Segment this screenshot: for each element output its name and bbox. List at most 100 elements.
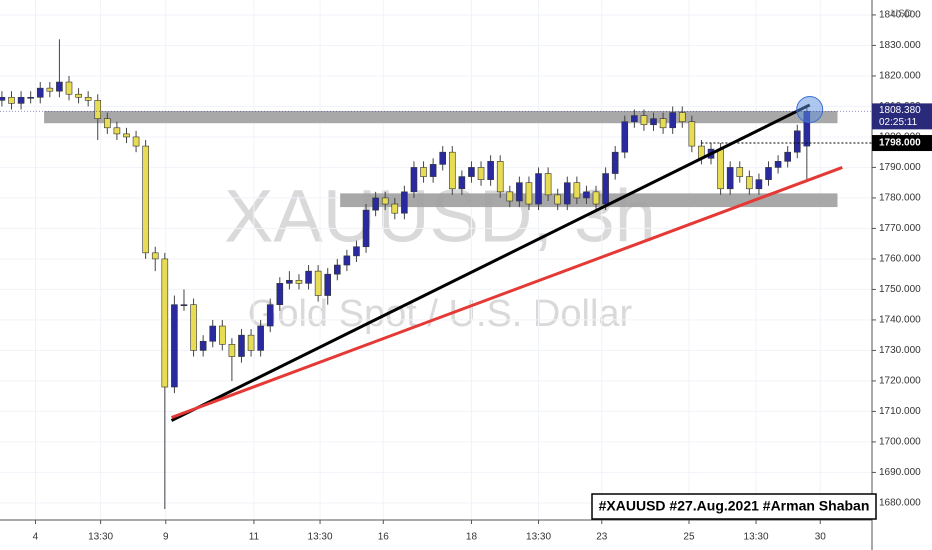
candle-body	[84, 96, 92, 101]
candle-body	[209, 325, 217, 342]
candle-body	[8, 96, 15, 104]
candle-body	[563, 182, 571, 205]
y-tick-label: 1840.000	[879, 10, 921, 21]
candle-body	[669, 112, 676, 129]
y-tick-label: 1730.000	[879, 345, 921, 356]
candle-body	[640, 115, 648, 126]
watermark-subtitle: Gold Spot / U.S. Dollar	[248, 293, 633, 335]
y-tick-label: 1720.000	[879, 376, 921, 387]
candle-body	[439, 151, 447, 165]
candle-body	[496, 161, 504, 193]
candle-body	[75, 93, 82, 98]
candle-body	[171, 304, 178, 388]
candle-body	[678, 112, 686, 122]
candle-body	[583, 191, 590, 199]
candle-body	[468, 167, 475, 177]
y-tick-label: 1680.000	[879, 498, 921, 509]
candle-body	[477, 167, 485, 180]
candle-body	[755, 179, 763, 190]
candle-body	[362, 209, 370, 248]
candle-body	[592, 191, 600, 205]
candle-body	[544, 173, 552, 196]
candle-body	[420, 167, 427, 177]
candle-body	[381, 197, 389, 205]
countdown: 02:25:11	[879, 117, 918, 128]
candle-body	[774, 161, 782, 168]
candle-body	[391, 203, 399, 214]
candle-body	[65, 81, 73, 95]
zone	[340, 193, 838, 208]
trend-line	[171, 166, 843, 419]
candle-body	[401, 191, 408, 214]
candle-body	[650, 118, 657, 126]
candle-body	[132, 136, 140, 147]
candle-body	[784, 151, 791, 162]
x-tick-label: 13:30	[744, 532, 769, 543]
currency: USD	[891, 9, 912, 20]
candle-body	[257, 325, 264, 351]
candle-body	[113, 127, 121, 135]
candle-body	[180, 304, 188, 306]
candle-body	[56, 81, 63, 92]
y-tick-label: 1690.000	[879, 467, 921, 478]
candle-body	[793, 130, 801, 153]
candle-body	[688, 121, 696, 147]
watermark: XAUUSD, 3h	[224, 175, 656, 258]
y-tick-label: 1820.000	[879, 71, 921, 82]
x-tick-label: 18	[466, 532, 478, 543]
x-tick-label: 30	[815, 532, 827, 543]
y-tick-label: 1760.000	[879, 254, 921, 265]
y-tick-label: 1830.000	[879, 40, 921, 51]
x-tick-label: 25	[683, 532, 695, 543]
candle-body	[142, 145, 149, 254]
x-tick-label: 16	[378, 532, 390, 543]
candle-body	[410, 167, 418, 193]
candle-body	[353, 246, 360, 257]
x-tick-label: 13:30	[526, 532, 551, 543]
candle-body	[746, 176, 753, 190]
candle-body	[554, 194, 561, 205]
candle-body	[305, 270, 312, 284]
candle-body	[343, 255, 351, 266]
last-price-box	[872, 103, 932, 130]
y-tick-label: 1770.000	[879, 223, 921, 234]
candle-body	[276, 283, 284, 305]
candle-body	[161, 258, 169, 388]
candle-body	[334, 264, 341, 275]
y-tick-label: 1700.000	[879, 437, 921, 448]
candle-body	[266, 304, 274, 327]
candle-body	[286, 279, 293, 284]
candle-body	[506, 191, 514, 202]
y-tick-label: 1780.000	[879, 193, 921, 204]
candle-body	[573, 182, 581, 199]
candle-body	[314, 270, 322, 296]
candle-body	[736, 167, 744, 177]
candle-body	[458, 176, 466, 190]
last-price-label: 1808.380	[879, 105, 921, 116]
candle-body	[611, 151, 619, 174]
candle-body	[219, 325, 226, 345]
x-tick-label: 23	[596, 532, 608, 543]
highlight	[796, 95, 824, 123]
x-tick-label: 9	[163, 532, 169, 543]
candle-body	[429, 164, 437, 177]
annotation-box	[591, 493, 877, 520]
candle-body	[324, 273, 332, 296]
candle-body	[199, 340, 207, 351]
candle-body	[46, 87, 54, 92]
candle-body	[190, 304, 197, 351]
annotation: #XAUUSD #27.Aug.2021 #Arman Shaban	[599, 498, 870, 514]
candle-body	[525, 182, 533, 205]
y-tick-label: 1790.000	[879, 162, 921, 173]
candle-body	[228, 344, 236, 357]
candle-body	[448, 151, 456, 190]
candle-body	[36, 87, 44, 98]
candle-body	[104, 118, 111, 129]
zone	[44, 111, 838, 124]
candle-body	[516, 182, 523, 202]
y-tick-label: 1750.000	[879, 284, 921, 295]
candle-body	[765, 167, 772, 180]
candle-body	[372, 197, 379, 211]
candle-body	[17, 96, 25, 104]
